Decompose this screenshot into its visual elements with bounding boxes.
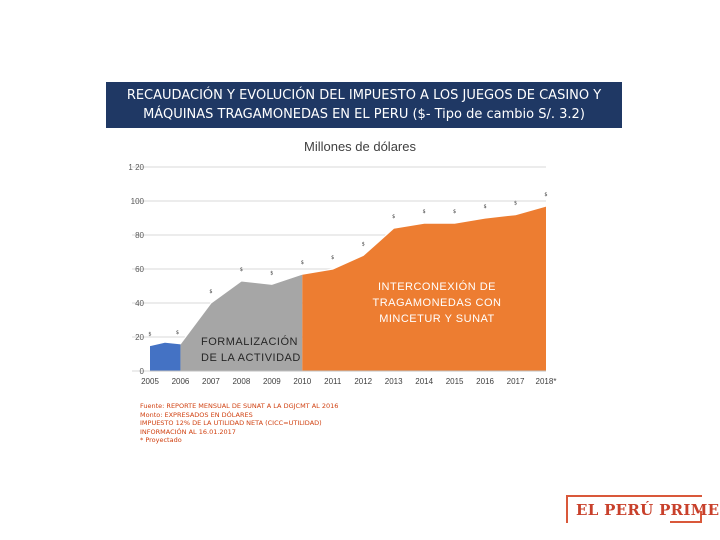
logo-text: EL PERÚ PRIMERO [576,501,720,519]
data-label: $ [209,289,212,295]
data-label: $ [392,214,395,220]
data-label: $ [423,209,426,215]
x-tick-label: 2015 [446,377,464,386]
el-peru-primero-logo: EL PERÚ PRIMERO [566,495,720,523]
chart-subtitle: Millones de dólares [303,139,416,154]
note-date: INFORMACIÓN AL 16.01.2017 [140,427,236,436]
data-label: $ [453,209,456,215]
data-label: $ [240,267,243,273]
x-tick-label: 2014 [415,377,433,386]
data-label: $ [514,201,517,207]
area-phase-1 [150,342,181,371]
y-tick-label: 60 [135,265,144,274]
data-label: $ [176,330,179,336]
data-label: $ [483,204,486,210]
chart-title-banner: RECAUDACIÓN Y EVOLUCIÓN DEL IMPUESTO A L… [106,82,622,128]
area-phase-2 [180,274,303,371]
y-tick-label: 40 [135,299,144,308]
data-label: $ [301,260,304,266]
annotation-interconexion-line-2: TRAGAMONEDAS CON [372,297,501,309]
area-phase-3 [302,206,546,371]
series-line [149,205,547,347]
x-tick-label: 2009 [263,377,281,386]
source-notes: Fuente: REPORTE MENSUAL DE SUNAT A LA DG… [140,402,338,445]
x-tick-label: 2005 [141,377,159,386]
x-tick-label: 2012 [354,377,372,386]
y-tick-label: 0 [140,367,145,376]
note-amount: Monto: EXPRESADOS EN DÓLARES [140,410,253,419]
x-tick-label: 2016 [476,377,494,386]
y-tick-label: 1 20 [128,163,144,172]
data-label: $ [148,332,151,338]
x-tick-label: 2013 [385,377,403,386]
logo-bracket-top [566,495,702,523]
data-label: $ [362,241,365,247]
note-projected: * Proyectado [140,436,182,444]
data-label: $ [270,270,273,276]
x-tick-label: 2007 [202,377,220,386]
data-label: $ [544,192,547,198]
annotation-interconexion-line-1: INTERCONEXIÓN DE [378,280,496,293]
x-tick-label: 2008 [232,377,250,386]
logo-bracket-bottom [670,511,702,523]
annotation-formalizacion-line-2: DE LA ACTIVIDAD [201,352,301,364]
annotation-formalizacion-line-1: FORMALIZACIÓN [201,335,298,348]
annotation-interconexion-line-3: MINCETUR Y SUNAT [379,313,495,325]
x-tick-label: 2011 [324,377,342,386]
note-tax: IMPUESTO 12% DE LA UTILIDAD NETA (CICC=U… [140,419,322,427]
x-tick-label: 2006 [172,377,190,386]
y-tick-label: 20 [135,333,144,342]
y-tick-label: 100 [131,197,145,206]
x-tick-label: 2010 [293,377,311,386]
chart-title-line-1: RECAUDACIÓN Y EVOLUCIÓN DEL IMPUESTO A L… [126,88,602,103]
x-tick-label: 2018* [536,377,557,386]
chart-title-line-2: MÁQUINAS TRAGAMONEDAS EN EL PERU ($- Tip… [143,107,585,122]
y-tick-label: 80 [135,231,144,240]
note-source: Fuente: REPORTE MENSUAL DE SUNAT A LA DG… [140,402,339,410]
x-tick-label: 2017 [507,377,525,386]
data-label: $ [331,255,334,261]
